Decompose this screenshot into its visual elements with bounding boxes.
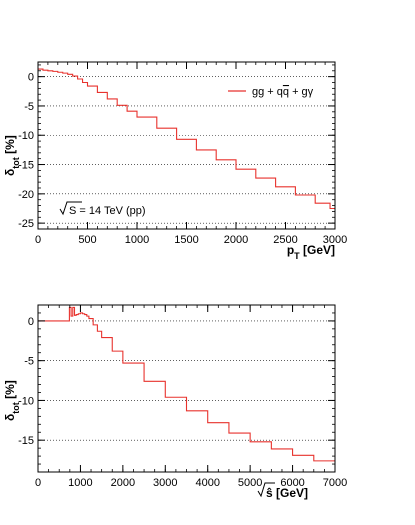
x-tick-label: 3000 <box>323 234 347 246</box>
y-tick-label: -25 <box>18 218 34 230</box>
x-tick-label: 2000 <box>224 234 248 246</box>
x-tick-label: 2000 <box>111 477 135 489</box>
series-lines <box>38 68 335 210</box>
chart-panel-shat: 0 1000 2000 3000 4000 5000 6000 7000 0 -5 -10 -15 ŝ… <box>3 304 347 500</box>
y-tick-label: -10 <box>18 130 34 142</box>
x-axis-title-text: ŝ [GeV] <box>266 486 308 500</box>
gridlines <box>38 76 335 224</box>
axis-ticks: 0 500 1000 1500 2000 2500 3000 0 -5 -10 -15 -20 -25 <box>18 62 347 246</box>
y-tick-label: 0 <box>28 316 34 328</box>
y-tick-label: -5 <box>24 101 34 113</box>
series-line <box>38 306 335 462</box>
y-tick-label: -5 <box>24 356 34 368</box>
x-tick-label: 7000 <box>323 477 347 489</box>
x-tick-label: 1000 <box>125 234 149 246</box>
legend-label: gg + qq + gγ <box>252 86 314 98</box>
series-line <box>38 68 335 210</box>
legend: gg + qq + gγ <box>228 86 314 98</box>
x-tick-label: 2500 <box>273 234 297 246</box>
x-tick-label: 5000 <box>238 477 262 489</box>
axis-ticks: 0 1000 2000 3000 4000 5000 6000 7000 0 -5 -10 -15 <box>18 304 347 489</box>
y-tick-label: -20 <box>18 189 34 201</box>
x-tick-label: 1000 <box>68 477 92 489</box>
series-lines <box>38 306 335 462</box>
sqrt-sign <box>59 201 82 216</box>
gridlines <box>38 320 335 441</box>
y-tick-label: -10 <box>18 395 34 407</box>
x-tick-label: 0 <box>35 234 41 246</box>
x-tick-label: 1500 <box>174 234 198 246</box>
x-tick-label: 4000 <box>195 477 219 489</box>
energy-annotation: S = 14 TeV (pp) <box>59 201 146 217</box>
plot-frame <box>37 304 336 473</box>
y-tick-label: -15 <box>18 160 34 172</box>
y-tick-label: 0 <box>28 72 34 84</box>
chart-panel-pt: 0 500 1000 1500 2000 2500 30000-5-10-15-20-25 … <box>3 61 347 261</box>
x-axis-title: ŝ [GeV] <box>257 482 308 500</box>
energy-annotation-text: S = 14 TeV (pp) <box>69 205 146 217</box>
x-tick-label: 6000 <box>280 477 304 489</box>
sqrt-sign <box>257 482 275 498</box>
x-tick-label: 0 <box>35 477 41 489</box>
x-tick-label: 500 <box>78 234 96 246</box>
x-tick-label: 3000 <box>153 477 177 489</box>
x-axis-title: pT [GeV] <box>287 243 335 261</box>
y-tick-label: -15 <box>18 435 34 447</box>
